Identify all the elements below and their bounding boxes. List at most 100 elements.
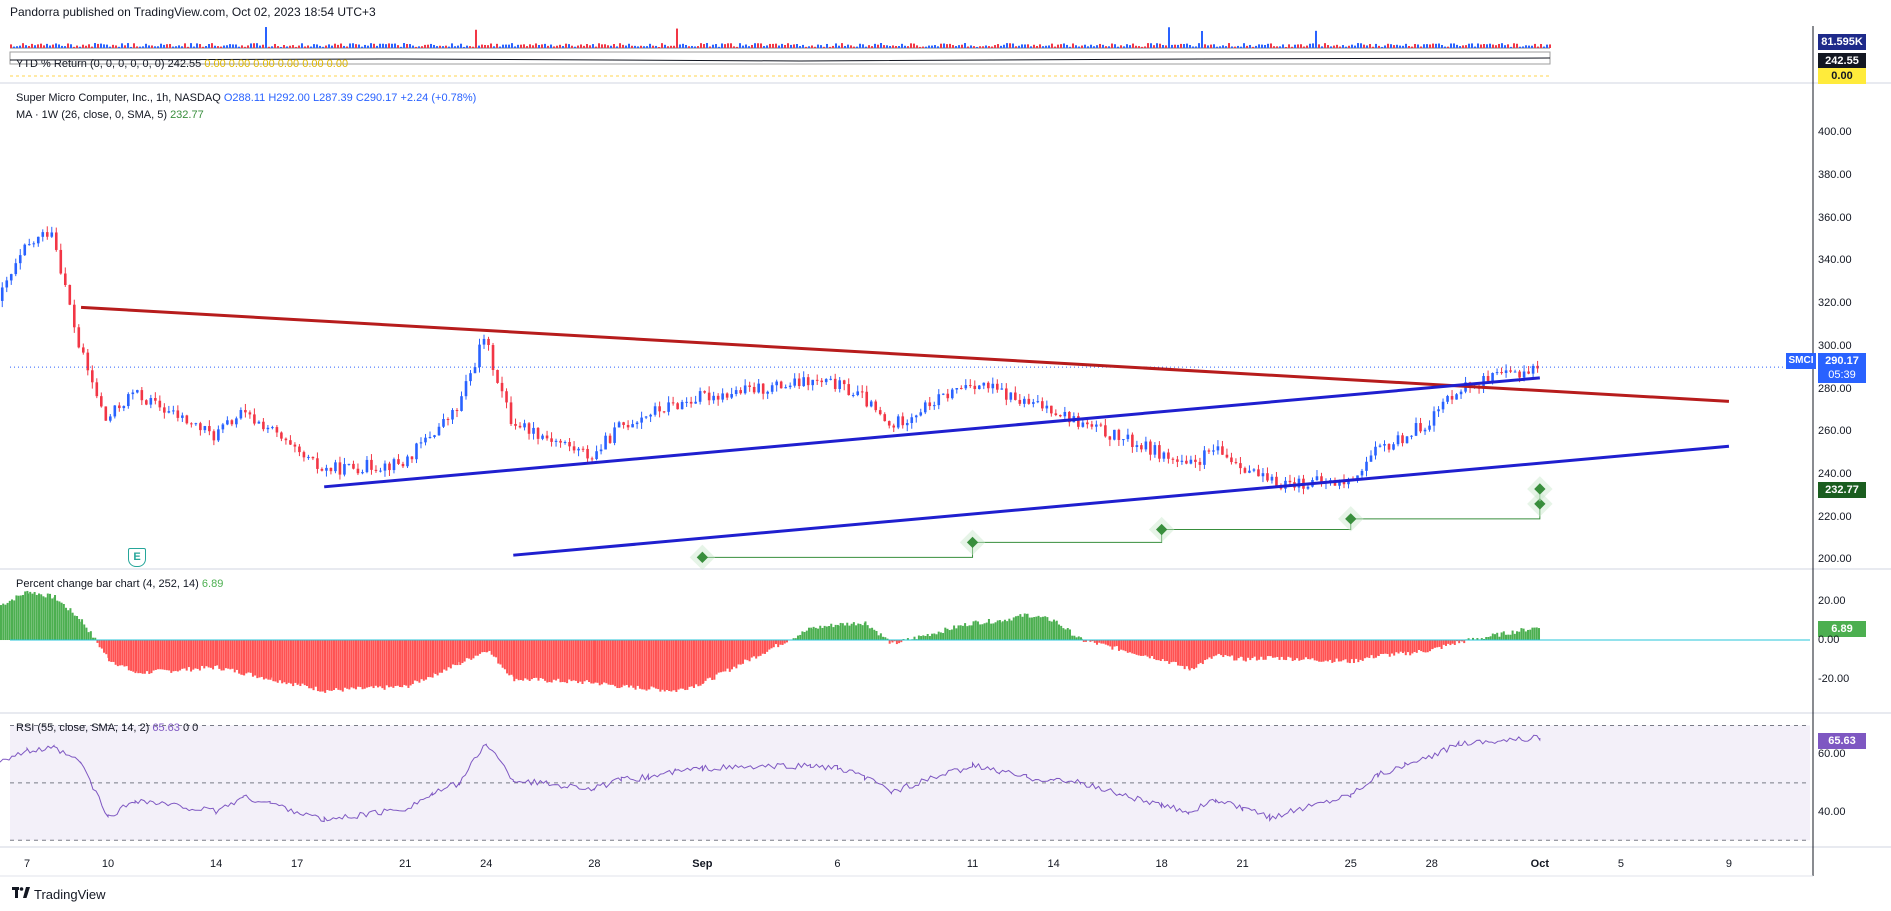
pct-bar [877,635,880,641]
pct-bar [1215,640,1218,655]
earnings-marker[interactable]: E [128,548,146,567]
pct-bar [1438,640,1441,647]
candle-body [667,402,670,412]
pct-bar [1172,640,1175,662]
candle-body [599,449,603,452]
price-badge-time: 05:39 [1828,369,1856,381]
pct-bar [1084,640,1087,642]
candle-body [833,378,837,389]
volume-badge: 81.595K [1818,34,1866,50]
candle-body [496,370,499,383]
pct-bar [825,626,828,641]
volume-bar [1366,45,1368,48]
volume-bar [598,43,600,48]
pct-bar [243,640,246,676]
candle-body [752,386,756,393]
pct-bar [49,593,52,641]
volume-bar [1300,44,1302,48]
candle-body [775,381,778,386]
pct-bar [898,640,901,644]
pct-bar [928,636,931,641]
pct-bar [1231,640,1234,656]
pct-bar [924,635,927,641]
pct-bar [668,640,671,692]
volume-bar [796,44,798,48]
pct-bar [1516,631,1519,641]
pct-bar [328,640,331,691]
volume-bar [1519,46,1521,48]
pct-bar [267,640,270,680]
price-badge-value: 290.17 [1825,355,1859,367]
volume-bar [685,44,687,48]
pct-bar [839,622,842,641]
volume-bar [304,46,306,48]
pct-bar [1046,617,1049,641]
pct-bar [939,632,942,641]
volume-bar [349,43,351,48]
volume-bar [511,43,513,48]
pct-bar [1447,640,1450,644]
pct-bar [1361,640,1364,661]
volume-bar [1141,46,1143,48]
volume-bar [1516,43,1518,48]
pct-bar [1115,640,1118,647]
candle-body [95,382,99,397]
volume-bar [817,44,819,48]
pct-bar [1100,640,1103,644]
pct-bar [339,640,342,691]
volume-bar [673,45,675,48]
pct-tick-label: 20.00 [1818,595,1846,608]
volume-bar [859,43,861,48]
volume-bar [67,43,69,48]
pct-bar [114,640,117,665]
pct-bar [964,623,967,641]
pct-bar [260,640,263,677]
candle-body [1437,409,1440,412]
candle-body [374,469,378,471]
pct-bar [379,640,382,687]
pct-bar [1235,640,1238,661]
candle-body [1392,444,1395,450]
pct-bar [449,640,452,669]
candle-body [1360,470,1364,476]
volume-bar [706,43,708,48]
candle-body [383,463,387,471]
pct-bar [6,602,9,641]
candle-body [149,398,153,405]
pct-bar [123,640,126,667]
pct-label: Percent change bar chart (4, 252, 14) [16,578,199,590]
candle-body [5,280,9,288]
pct-bar [1104,640,1107,645]
volume-bar [1042,46,1044,48]
pct-bar [1285,640,1288,661]
volume-bar [604,44,606,48]
volume-bar [898,46,900,48]
volume-bar [703,44,705,48]
pct-bar [552,640,555,680]
pct-bar [38,593,41,641]
candle-body [401,463,405,467]
pct-bar [1513,633,1516,641]
volume-bar [1036,45,1038,48]
pct-bar [1242,640,1245,661]
pct-bar [1304,640,1307,658]
volume-bar [1531,45,1533,48]
pct-bar [621,640,624,685]
volume-bar [448,46,450,48]
pct-bar [265,640,268,679]
pct-bar [1166,640,1169,662]
candle-body [91,370,94,383]
pct-bar [726,640,729,669]
volume-bar [346,46,348,48]
pct-bar [67,610,70,641]
volume-bar [1294,44,1296,48]
pct-bar [472,640,475,659]
pct-bar [432,640,435,673]
pct-bar [316,640,319,692]
volume-bar [1441,44,1443,48]
pct-bar [654,640,657,689]
pct-bar [401,640,404,688]
volume-bar [457,45,459,48]
volume-bar [82,44,84,48]
